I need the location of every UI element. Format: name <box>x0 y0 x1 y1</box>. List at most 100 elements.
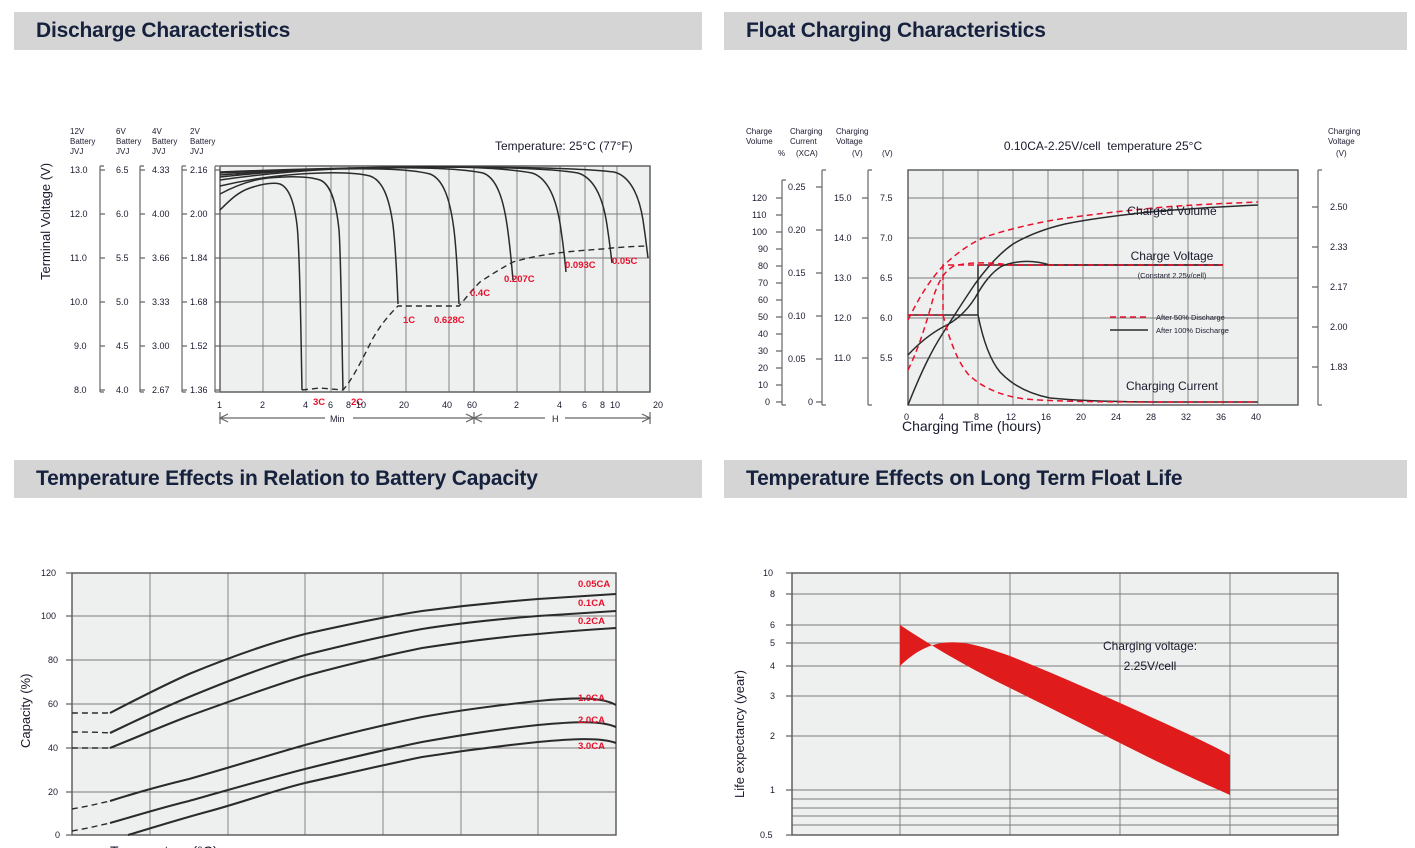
discharge-scale-bars <box>99 165 220 393</box>
svg-text:2.67: 2.67 <box>152 385 170 395</box>
discharge-plot-background <box>220 166 650 392</box>
svg-text:0.10: 0.10 <box>788 311 806 321</box>
svg-text:3.33: 3.33 <box>152 297 170 307</box>
svg-text:6.5: 6.5 <box>880 273 893 283</box>
svg-text:8: 8 <box>600 400 605 410</box>
discharge-label-1c: 1C <box>403 315 415 326</box>
page-title-life: Temperature Effects on Long Term Float L… <box>746 467 1183 490</box>
capacity-curves <box>109 592 617 837</box>
float-label-constant-cell: (Constant 2.25v/cell) <box>1138 271 1207 280</box>
svg-text:14.0: 14.0 <box>834 233 852 243</box>
svg-text:100: 100 <box>41 611 56 621</box>
svg-text:2.16: 2.16 <box>190 165 208 175</box>
svg-text:Current: Current <box>790 137 817 146</box>
capacity-curve-01ca <box>109 609 617 734</box>
svg-text:Battery: Battery <box>70 137 95 146</box>
svg-text:5.5: 5.5 <box>880 353 893 363</box>
float-legend: After 50% Discharge After 100% Discharge <box>1110 313 1229 335</box>
svg-text:90: 90 <box>758 244 768 254</box>
page-title-float: Float Charging Characteristics <box>746 19 1046 42</box>
discharge-x-tick-labels: 1 2 4 6 8 10 20 40 60 2 4 6 8 10 20 <box>217 400 663 410</box>
discharge-curves <box>219 166 649 391</box>
capacity-svg: 120 100 80 60 40 20 0 -20 -10 0 10 20 <box>18 568 617 838</box>
svg-text:Voltage: Voltage <box>1328 137 1355 146</box>
capacity-curve-30ca <box>127 738 617 837</box>
svg-text:JVJ: JVJ <box>190 147 203 156</box>
svg-text:11.0: 11.0 <box>834 353 851 363</box>
capacity-label-005ca: 0.05CA <box>578 579 610 590</box>
svg-text:40: 40 <box>758 329 768 339</box>
svg-text:6: 6 <box>328 400 333 410</box>
capacity-series-labels: 0.05CA 0.1CA 0.2CA 1.0CA 2.0CA 3.0CA <box>578 579 610 752</box>
float-top-annotation: 0.10CA-2.25V/cell temperature 25°C <box>1004 139 1203 153</box>
svg-text:4: 4 <box>303 400 308 410</box>
discharge-y-tick-labels: 13.0 12.0 11.0 10.0 9.0 8.0 6.5 6.0 5.5 … <box>70 165 208 395</box>
svg-text:1: 1 <box>217 400 222 410</box>
svg-text:12V: 12V <box>70 127 85 136</box>
svg-text:20: 20 <box>1076 412 1086 422</box>
svg-text:4.0: 4.0 <box>116 385 129 395</box>
svg-text:36: 36 <box>1216 412 1226 422</box>
discharge-y-scale-headers: 12V Battery JVJ 6V Battery JVJ 4V Batter… <box>70 127 215 156</box>
discharge-label-3c: 3C <box>313 397 325 408</box>
svg-text:100: 100 <box>752 227 767 237</box>
svg-text:4: 4 <box>939 412 944 422</box>
float-legend-label-100: After 100% Discharge <box>1156 326 1229 335</box>
capacity-x-axis-label: Temperature (°C) <box>110 843 218 848</box>
svg-text:80: 80 <box>48 655 58 665</box>
capacity-label-01ca: 0.1CA <box>578 598 605 609</box>
float-scale-headers: Charge Volume % Charging Current (XCA) C… <box>746 127 1360 158</box>
capacity-curve-005ca <box>109 592 617 714</box>
svg-text:8: 8 <box>974 412 979 422</box>
svg-text:2: 2 <box>770 731 775 741</box>
svg-text:80: 80 <box>758 261 768 271</box>
svg-text:Battery: Battery <box>152 137 177 146</box>
svg-text:5: 5 <box>770 638 775 648</box>
svg-text:Volume: Volume <box>746 137 773 146</box>
svg-text:Charging: Charging <box>790 127 822 136</box>
svg-text:(V): (V) <box>1336 149 1347 158</box>
svg-text:8.0: 8.0 <box>74 385 87 395</box>
svg-text:(V): (V) <box>852 149 863 158</box>
float-charge-volume-ticks: 120 110 100 90 80 70 60 50 40 30 20 10 0 <box>752 193 782 407</box>
capacity-curve-10ca <box>109 697 617 803</box>
svg-text:32: 32 <box>1181 412 1191 422</box>
svg-text:4.33: 4.33 <box>152 165 170 175</box>
svg-text:70: 70 <box>758 278 768 288</box>
panel-title-bar-discharge: Discharge Characteristics <box>14 12 702 50</box>
float-voltage-rise-100 <box>907 260 1223 356</box>
svg-text:24: 24 <box>1111 412 1121 422</box>
svg-text:10: 10 <box>763 568 773 578</box>
svg-text:20: 20 <box>48 787 58 797</box>
svg-text:110: 110 <box>752 210 766 220</box>
float-scale-bars <box>781 169 1322 406</box>
svg-text:%: % <box>778 149 785 158</box>
float-cell-voltage-ticks: 7.5 7.0 6.5 6.0 5.5 <box>880 193 893 363</box>
capacity-y-axis-label: Capacity (%) <box>18 674 33 748</box>
svg-text:40: 40 <box>442 400 452 410</box>
float-label-charge-voltage: Charge Voltage <box>1131 249 1214 263</box>
svg-text:Charge: Charge <box>746 127 773 136</box>
panel-title-bar-life: Temperature Effects on Long Term Float L… <box>724 460 1407 498</box>
svg-text:Voltage: Voltage <box>836 137 863 146</box>
svg-text:3.66: 3.66 <box>152 253 170 263</box>
discharge-label-04c: 0.4C <box>470 288 490 299</box>
discharge-range-hour-label: H <box>552 414 559 424</box>
svg-text:0.05: 0.05 <box>788 354 806 364</box>
panel-title-bar-capacity: Temperature Effects in Relation to Batte… <box>14 460 702 498</box>
svg-text:0: 0 <box>904 412 909 422</box>
float-plot-frame <box>907 169 1299 406</box>
svg-text:16: 16 <box>1041 412 1051 422</box>
svg-text:6V: 6V <box>116 127 126 136</box>
float-x-tick-labels: 0 4 8 12 16 20 24 28 32 36 40 <box>904 412 1261 422</box>
svg-text:13.0: 13.0 <box>70 165 88 175</box>
svg-text:0.5: 0.5 <box>760 830 773 838</box>
discharge-grid <box>220 166 650 392</box>
svg-text:2.00: 2.00 <box>1330 322 1348 332</box>
panel-float-charging-characteristics: Float Charging Characteristics Charge Vo… <box>710 0 1415 440</box>
svg-text:40: 40 <box>48 743 58 753</box>
float-right-scale-ticks: 2.50 2.33 2.17 2.00 1.83 <box>1312 202 1348 372</box>
panel-discharge-characteristics: Discharge Characteristics 12V Battery JV… <box>0 0 710 440</box>
svg-text:2.33: 2.33 <box>1330 242 1348 252</box>
svg-text:0.15: 0.15 <box>788 268 806 278</box>
